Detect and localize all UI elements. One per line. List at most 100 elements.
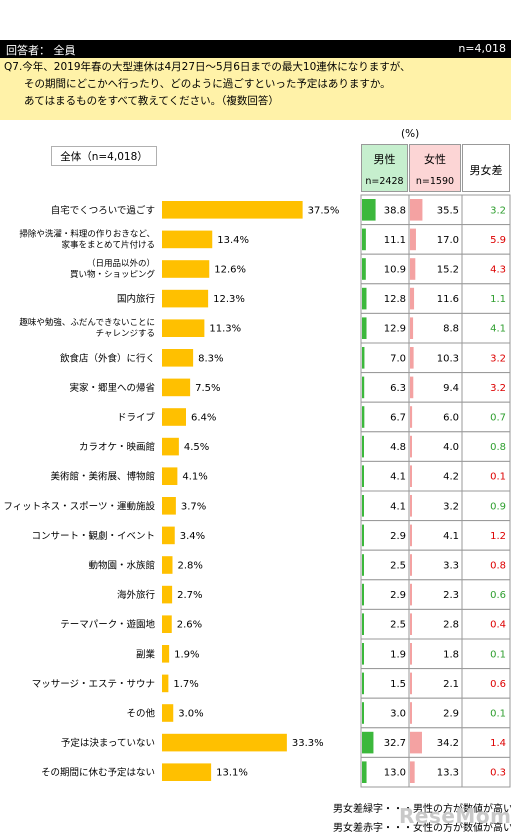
female-bar [410, 287, 415, 310]
diff-cell [461, 342, 511, 374]
male-value: 12.8 [384, 294, 406, 305]
female-value: 8.8 [443, 324, 459, 335]
diff-value: 3.2 [490, 353, 506, 364]
female-value: 11.6 [437, 294, 459, 305]
diff-value: 0.4 [490, 620, 506, 631]
male-value: 13.0 [384, 768, 406, 779]
category-label: 自宅でくつろいで過ごす [51, 204, 155, 216]
female-cell [408, 608, 463, 640]
category-label: テーマパーク・遊園地 [60, 619, 155, 631]
male-value: 11.1 [384, 235, 406, 246]
female-bar [410, 258, 416, 280]
male-bar [362, 406, 365, 428]
male-value: 7.0 [390, 353, 406, 364]
total-value-label: 7.5% [195, 383, 220, 394]
male-value: 1.5 [390, 679, 406, 690]
total-bar [162, 319, 205, 337]
female-bar [410, 199, 423, 221]
female-bar [410, 554, 412, 576]
female-cell [408, 342, 463, 374]
diff-value: 0.6 [490, 590, 506, 601]
category-label: ドライブ [117, 412, 156, 424]
male-cell [360, 490, 410, 522]
total-value-label: 3.4% [180, 531, 205, 542]
diff-value: 4.3 [490, 265, 506, 276]
total-value-label: 6.4% [191, 413, 216, 424]
female-bar [410, 317, 414, 339]
male-bar [362, 731, 374, 754]
diff-cell [461, 372, 511, 403]
male-bar [362, 761, 367, 783]
question-line-1: Q7.今年、2019年春の大型連休は4月27日～5月6日までの最大10連休になり… [4, 61, 411, 73]
total-value-label: 11.3% [209, 324, 241, 335]
diff-header-label: 男女差 [469, 164, 503, 177]
total-bar [162, 260, 210, 278]
female-bar [410, 347, 414, 369]
female-cell [408, 312, 463, 344]
female-cell [408, 638, 463, 670]
female-value: 4.1 [443, 531, 459, 542]
total-value-label: 3.0% [178, 709, 203, 720]
male-bar [362, 524, 364, 547]
diff-cell [461, 638, 511, 670]
female-bar [410, 731, 422, 754]
female-value: 17.0 [437, 235, 459, 246]
male-value: 2.5 [390, 561, 406, 572]
female-bar [410, 672, 412, 695]
total-bar [162, 289, 209, 308]
diff-value: 3.2 [490, 383, 506, 394]
category-label: フィットネス・スポーツ・運動施設 [3, 500, 155, 512]
resemom-logo: ReseMom [399, 804, 511, 828]
male-value: 6.3 [390, 383, 406, 394]
diff-cell [461, 727, 511, 758]
male-bar [362, 228, 366, 251]
female-cell [408, 401, 463, 433]
diff-value: 5.9 [490, 235, 506, 246]
diff-cell [461, 520, 511, 551]
female-value: 34.2 [437, 738, 459, 749]
male-header-label: 男性 [373, 153, 396, 166]
female-cell [408, 490, 463, 522]
total-bar [162, 645, 170, 663]
respondent-header: 回答者： 全員 n=4,018 [0, 40, 511, 58]
male-bar [362, 435, 364, 458]
female-bar [410, 406, 413, 428]
male-bar [362, 643, 364, 665]
question-line-2: その期間にどこかへ行ったり、どのように過ごすといった予定はありますか。 [24, 78, 391, 90]
total-bar [162, 201, 303, 219]
category-label: （日用品以外の） [87, 258, 155, 269]
diff-value: 4.1 [490, 324, 506, 335]
male-value: 10.9 [384, 265, 406, 276]
female-header-label: 女性 [424, 153, 446, 166]
male-cell [360, 549, 410, 581]
male-bar [362, 672, 364, 695]
male-value: 32.7 [384, 738, 406, 749]
total-value-label: 13.4% [217, 235, 249, 246]
male-bar [362, 317, 367, 339]
total-value-label: 4.5% [184, 442, 209, 453]
female-bar [410, 702, 412, 724]
female-value: 2.1 [443, 679, 459, 690]
category-label: 国内旅行 [117, 293, 156, 305]
male-bar [362, 465, 364, 487]
total-value-label: 2.7% [177, 590, 202, 601]
female-value: 13.3 [437, 768, 459, 779]
diff-cell [461, 608, 511, 640]
total-bar [162, 763, 212, 781]
male-cell [360, 372, 410, 403]
total-bar [162, 467, 178, 485]
category-label: 飲食店（外食）に行く [60, 352, 155, 364]
male-header-n: n=2428 [365, 176, 404, 187]
diff-value: 1.2 [490, 531, 506, 542]
respondent-label: 回答者： 全員 [6, 44, 76, 57]
total-bar [162, 349, 194, 367]
category-label: 掃除や洗濯・料理の作りおきなど、 [19, 228, 155, 239]
male-value: 2.9 [390, 590, 406, 601]
diff-value: 0.1 [490, 472, 506, 483]
category-label: 副業 [136, 648, 156, 660]
female-cell [408, 697, 463, 729]
total-value-label: 2.8% [178, 561, 203, 572]
question-line-3: あてはまるものをすべて教えてください。（複数回答） [24, 95, 279, 107]
category-label: その他 [126, 708, 155, 720]
male-cell [360, 283, 410, 314]
